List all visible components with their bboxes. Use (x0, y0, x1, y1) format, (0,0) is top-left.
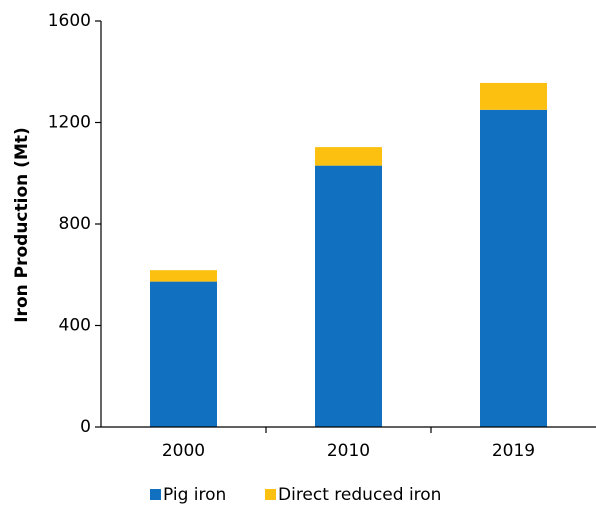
bar-segment (315, 147, 382, 166)
y-axis-label: Iron Production (Mt) (12, 127, 32, 323)
legend-label: Direct reduced iron (278, 485, 441, 505)
x-tick-label: 2019 (492, 441, 535, 461)
bar-segment (150, 281, 217, 427)
y-tick-label: 1600 (48, 11, 91, 31)
bar-segment (480, 109, 547, 427)
bar-segment (480, 82, 547, 110)
legend-swatch (265, 489, 276, 500)
x-tick-label: 2010 (327, 441, 370, 461)
bar-segment (315, 165, 382, 427)
x-tick-label: 2000 (162, 441, 205, 461)
y-tick-label: 1200 (48, 113, 91, 133)
legend-swatch (150, 489, 161, 500)
y-tick-label: 0 (80, 417, 91, 437)
bar-segment (150, 270, 217, 282)
legend-label: Pig iron (163, 485, 226, 505)
y-tick-label: 400 (59, 316, 91, 336)
y-tick-label: 800 (59, 214, 91, 234)
